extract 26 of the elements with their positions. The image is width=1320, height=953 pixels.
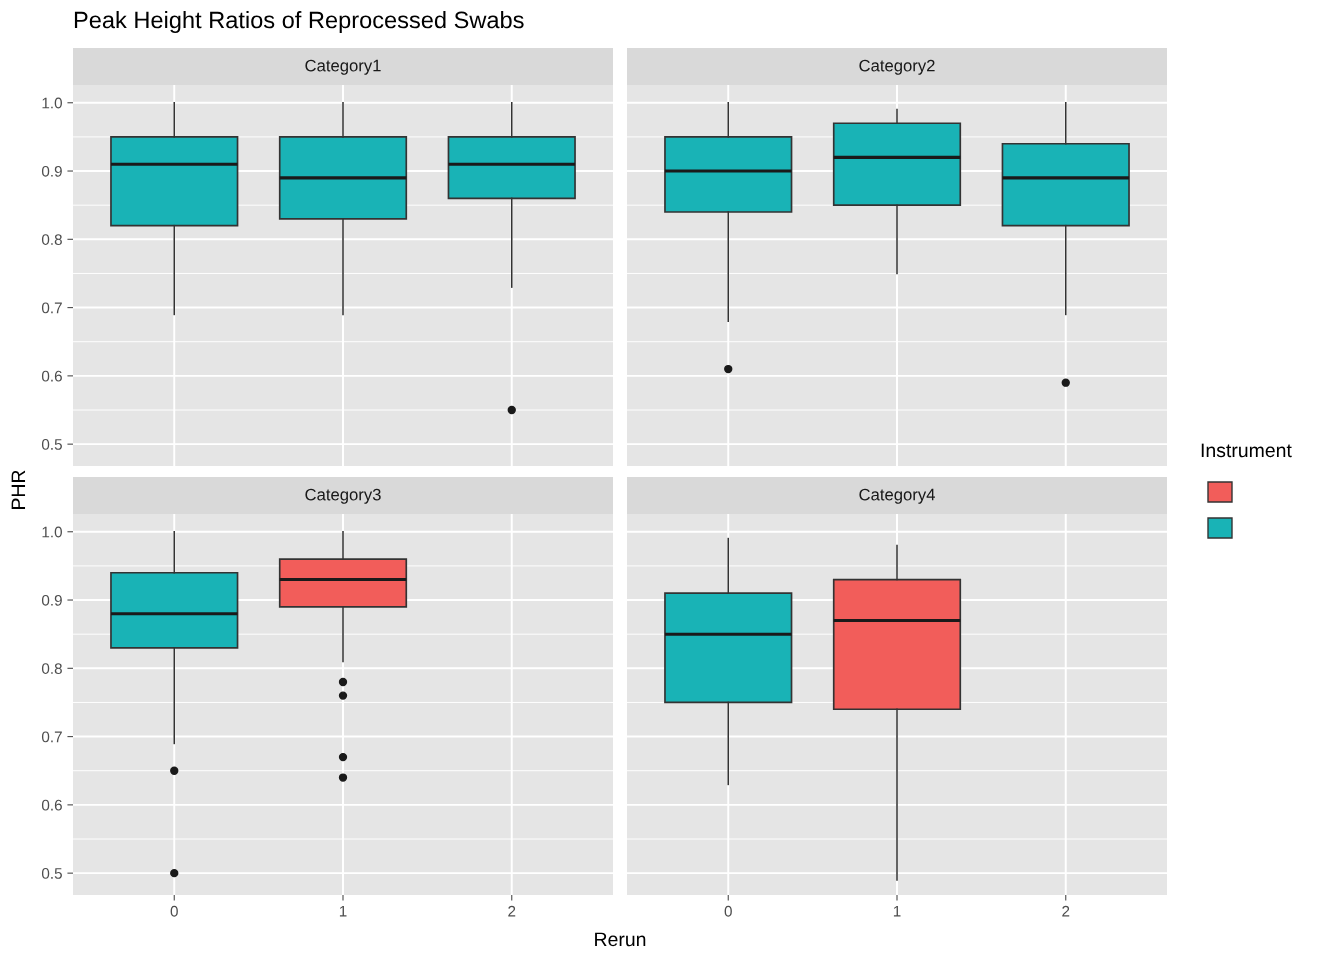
x-tick-label: 1 — [339, 905, 347, 917]
legend-title: Instrument — [1201, 443, 1292, 458]
y-tick-label: 0.5 — [41, 439, 62, 450]
y-tick-label: 0.9 — [41, 594, 62, 606]
y-tick-label: 1.0 — [42, 526, 62, 538]
y-tick-label: 0.6 — [41, 799, 62, 811]
y-tick-label: 0.9 — [41, 165, 62, 177]
x-tick-label: 1 — [893, 905, 901, 917]
y-tick-label: 0.6 — [41, 370, 62, 382]
x-tick-label: 2 — [508, 905, 516, 917]
y-tick-label: 0.5 — [41, 868, 62, 879]
y-tick-label: 0.7 — [41, 302, 62, 314]
y-tick-label: 0.7 — [41, 731, 62, 743]
y-tick-label: 0.8 — [41, 234, 62, 245]
chart-subtitle: Category3 — [305, 488, 381, 504]
chart-title: Peak Height Ratios of Reprocessed Swabs — [74, 11, 524, 34]
chart-subtitle: Category1 — [305, 59, 381, 75]
chart-subtitle: Category2 — [859, 59, 935, 75]
x-tick-label: 0 — [724, 905, 732, 917]
y-tick-label: 1.0 — [42, 97, 62, 109]
chart-subtitle: Category4 — [859, 488, 935, 504]
x-tick-label: 0 — [170, 905, 178, 917]
y-axis-title: PHR — [11, 470, 26, 509]
x-axis-title: Rerun — [595, 932, 646, 947]
y-tick-label: 0.8 — [41, 663, 62, 674]
x-tick-label: 2 — [1062, 905, 1070, 917]
